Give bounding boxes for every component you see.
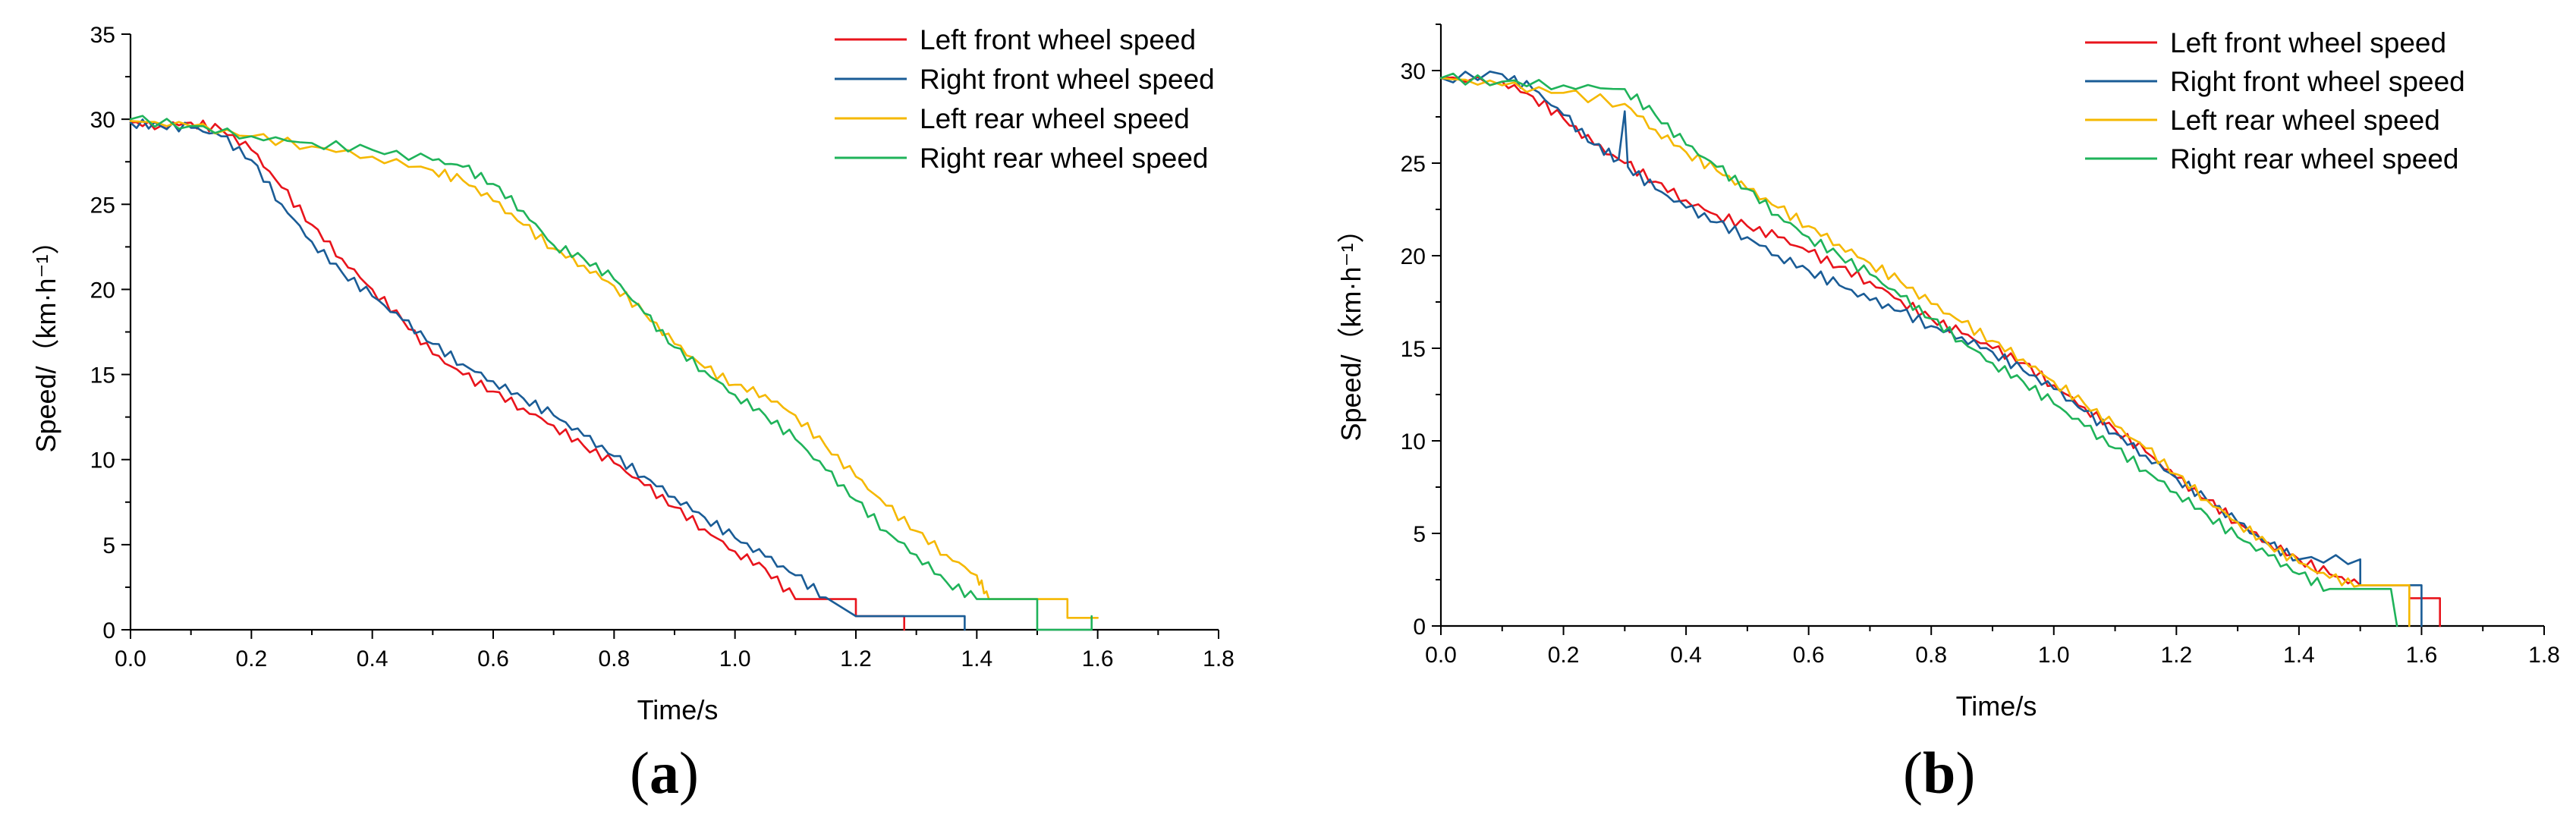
x-tick-label-b: 0.6 — [1793, 643, 1825, 668]
legend-b: Left front wheel speed Right front wheel … — [2085, 27, 2465, 175]
y-tick-label-a: 10 — [90, 448, 115, 473]
series-line-a-3 — [129, 120, 1099, 619]
y-tick-label-a: 5 — [102, 533, 115, 558]
x-tick-label-a: 0.8 — [598, 646, 630, 671]
y-tick-label-b: 5 — [1413, 522, 1426, 547]
x-tick-label-b: 1.0 — [2038, 643, 2070, 668]
x-tick-label-a: 1.6 — [1082, 646, 1114, 671]
x-tick-label-b: 0.8 — [1915, 643, 1947, 668]
legend-label-b-4: Right rear wheel speed — [2170, 143, 2459, 175]
panel-caption-a: (a) — [630, 740, 699, 806]
legend-label-b-1: Left front wheel speed — [2170, 27, 2446, 58]
x-tick-label-b: 1.6 — [2406, 643, 2438, 668]
panel-caption-letter-b: b — [1923, 740, 1955, 806]
y-tick-label-b: 25 — [1401, 152, 1426, 177]
legend-label-a-2: Right front wheel speed — [920, 64, 1215, 95]
legend-label-a-3: Left rear wheel speed — [920, 103, 1190, 134]
x-tick-label-b: 0.0 — [1425, 643, 1457, 668]
x-tick-label-b: 0.4 — [1670, 643, 1702, 668]
chart-panel-a: 0.0 0.2 0.4 0.6 0.8 1.0 1.2 1.4 1.6 1.8 0 5 10 15 20 25… — [30, 23, 1235, 806]
x-axis-title-b: Time/s — [1956, 690, 2037, 722]
y-tick-label-b: 15 — [1401, 337, 1426, 362]
x-tick-label-a: 1.4 — [961, 646, 992, 671]
x-tick-label-a: 0.6 — [477, 646, 509, 671]
series-line-b-4 — [1439, 72, 2398, 627]
x-tick-label-a: 1.2 — [840, 646, 872, 671]
y-tick-label-a: 30 — [90, 108, 115, 133]
x-tick-label-a: 0.0 — [115, 646, 146, 671]
chart-panel-b: 0.0 0.2 0.4 0.6 0.8 1.0 1.2 1.4 1.6 1.8 0 5 10 15 20 25… — [1335, 24, 2560, 806]
y-tick-label-b: 20 — [1401, 244, 1426, 269]
x-axis-title-a: Time/s — [637, 694, 719, 725]
y-tick-label-a: 0 — [102, 618, 115, 643]
panel-caption-letter-a: a — [650, 740, 679, 806]
series-line-a-1 — [129, 119, 905, 631]
x-tick-label-a: 1.0 — [719, 646, 751, 671]
x-tick-label-a: 0.4 — [357, 646, 388, 671]
y-tick-label-b: 30 — [1401, 59, 1426, 84]
y-tick-label-b: 0 — [1413, 615, 1426, 640]
y-axis-title-a: Speed/（km·h⁻¹） — [30, 227, 61, 452]
x-tick-label-a: 1.8 — [1203, 646, 1235, 671]
y-axis-title-b: Speed/（km·h⁻¹） — [1335, 215, 1367, 441]
series-line-a-4 — [129, 115, 1093, 631]
x-tick-label-a: 0.2 — [235, 646, 267, 671]
y-tick-label-a: 25 — [90, 193, 115, 218]
x-tick-label-b: 1.2 — [2160, 643, 2192, 668]
x-tick-label-b: 1.4 — [2283, 643, 2315, 668]
legend-label-a-4: Right rear wheel speed — [920, 143, 1209, 174]
x-tick-label-b: 1.8 — [2528, 643, 2560, 668]
series-line-b-1 — [1439, 75, 2441, 627]
series-line-b-3 — [1439, 77, 2411, 627]
legend-label-a-1: Left front wheel speed — [920, 24, 1196, 55]
y-tick-label-a: 35 — [90, 23, 115, 48]
panel-caption-b: (b) — [1903, 740, 1975, 806]
x-tick-label-b: 0.2 — [1548, 643, 1580, 668]
legend-label-b-2: Right front wheel speed — [2170, 66, 2465, 97]
series-group-a — [129, 115, 1099, 631]
axes-b: 0.0 0.2 0.4 0.6 0.8 1.0 1.2 1.4 1.6 1.8 0 5 10 15 20 25… — [1401, 24, 2560, 668]
axes-a: 0.0 0.2 0.4 0.6 0.8 1.0 1.2 1.4 1.6 1.8 0 5 10 15 20 25… — [90, 23, 1235, 671]
y-tick-label-a: 20 — [90, 278, 115, 303]
y-tick-label-a: 15 — [90, 363, 115, 388]
y-tick-label-b: 10 — [1401, 429, 1426, 454]
series-line-b-2 — [1439, 71, 2423, 627]
series-group-b — [1439, 71, 2441, 627]
series-line-a-2 — [129, 118, 966, 631]
legend-label-b-3: Left rear wheel speed — [2170, 105, 2440, 136]
legend-a: Left front wheel speed Right front wheel … — [835, 24, 1215, 174]
